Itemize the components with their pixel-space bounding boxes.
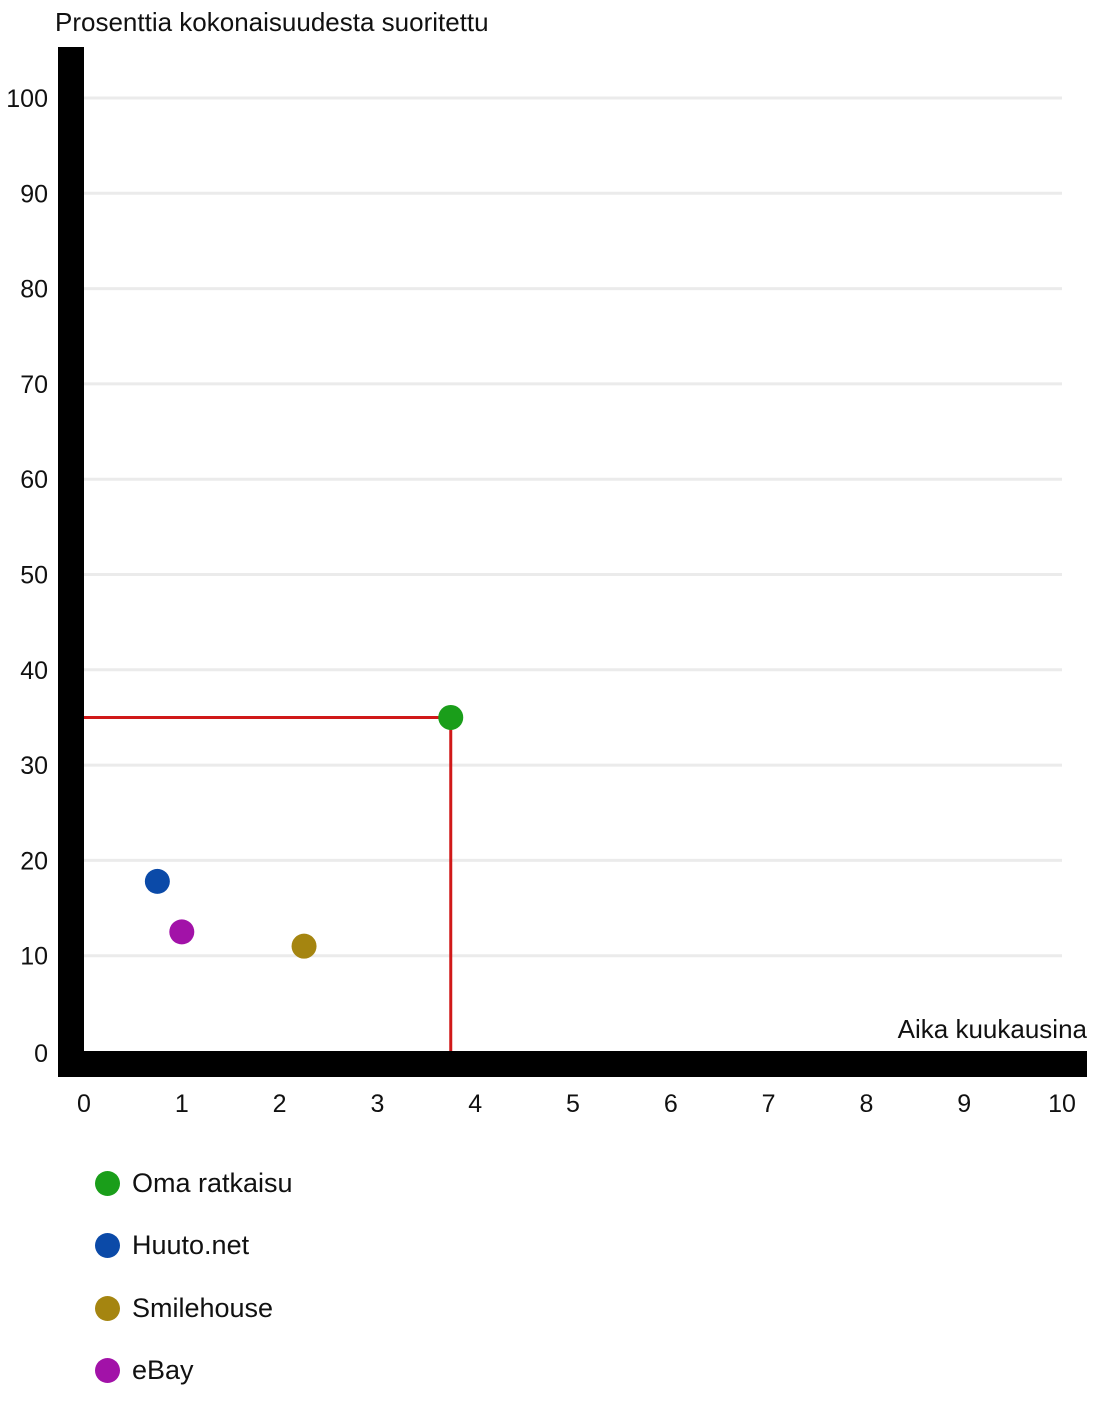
x-tick-label: 7 [762, 1090, 776, 1118]
legend: Oma ratkaisu Huuto.net Smilehouse eBay [95, 1152, 293, 1402]
legend-item-huuto-net: Huuto.net [95, 1215, 293, 1278]
legend-marker [95, 1233, 120, 1258]
y-tick-label: 30 [20, 752, 48, 780]
x-tick-label: 10 [1048, 1090, 1076, 1118]
x-axis-title: Aika kuukausina [898, 1014, 1088, 1044]
y-axis-ticks: 0 10 20 30 40 50 60 70 80 90 100 [6, 85, 48, 1068]
legend-label: Smilehouse [132, 1293, 273, 1324]
x-tick-label: 9 [957, 1090, 971, 1118]
legend-label: Oma ratkaisu [132, 1168, 293, 1199]
y-tick-label: 70 [20, 371, 48, 399]
data-point-oma-ratkaisu [438, 705, 463, 730]
y-axis-line [58, 47, 84, 1077]
y-tick-label: 100 [6, 85, 48, 113]
x-axis-ticks: 0 1 2 3 4 5 6 7 8 9 10 [77, 1090, 1076, 1118]
y-tick-label: 60 [20, 466, 48, 494]
legend-item-oma-ratkaisu: Oma ratkaisu [95, 1152, 293, 1215]
x-tick-label: 0 [77, 1090, 91, 1118]
y-tick-label: 0 [34, 1040, 48, 1068]
data-point-ebay [169, 919, 194, 944]
y-tick-label: 50 [20, 562, 48, 590]
data-points [145, 705, 463, 959]
x-tick-label: 8 [859, 1090, 873, 1118]
y-tick-label: 80 [20, 276, 48, 304]
y-axis-title: Prosenttia kokonaisuudesta suoritettu [55, 7, 489, 37]
legend-marker [95, 1171, 120, 1196]
legend-item-ebay: eBay [95, 1340, 293, 1402]
data-point-smilehouse [292, 934, 317, 959]
x-tick-label: 3 [370, 1090, 384, 1118]
reference-lines [84, 717, 451, 1051]
y-tick-label: 90 [20, 180, 48, 208]
x-axis-line [58, 1051, 1087, 1077]
y-tick-label: 10 [20, 943, 48, 971]
legend-marker [95, 1296, 120, 1321]
legend-item-smilehouse: Smilehouse [95, 1277, 293, 1340]
y-tick-label: 20 [20, 847, 48, 875]
x-tick-label: 4 [468, 1090, 482, 1118]
x-tick-label: 6 [664, 1090, 678, 1118]
legend-label: eBay [132, 1355, 194, 1386]
x-tick-label: 1 [175, 1090, 189, 1118]
data-point-huuto-net [145, 869, 170, 894]
x-tick-label: 5 [566, 1090, 580, 1118]
legend-label: Huuto.net [132, 1230, 249, 1261]
y-tick-label: 40 [20, 657, 48, 685]
x-tick-label: 2 [273, 1090, 287, 1118]
gridlines [84, 98, 1062, 956]
